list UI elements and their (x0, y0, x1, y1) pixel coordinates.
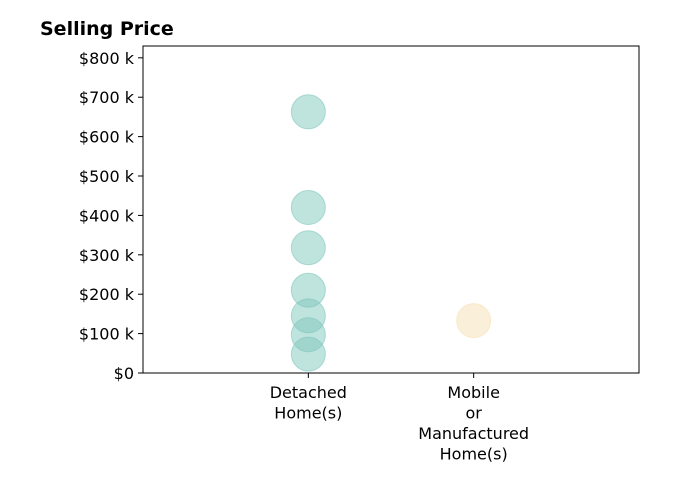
plot-area-frame (142, 45, 640, 374)
x-tick-label-line: Manufactured (418, 424, 529, 443)
x-tick-label: Detached Home(s) (270, 383, 347, 423)
y-tick-label: $800 k (79, 49, 135, 68)
chart-title: Selling Price (40, 18, 174, 40)
x-axis: Detached Home(s) Mobile or Manufactured Home(… (270, 373, 529, 464)
data-points (290, 94, 492, 372)
x-tick-label-line: Detached (270, 383, 347, 402)
data-point (456, 303, 492, 339)
y-tick-label: $400 k (79, 206, 135, 225)
data-point (290, 230, 326, 266)
y-tick-label: $0 (114, 364, 134, 383)
x-tick-label: Mobile or Manufactured Home(s) (418, 383, 529, 464)
x-tick-label-line: or (465, 404, 482, 423)
y-tick-label: $200 k (79, 285, 135, 304)
x-tick-label-line: Home(s) (440, 445, 508, 464)
y-tick-label: $300 k (79, 246, 135, 265)
y-axis: $0 $100 k $200 k $300 k $400 k $500 k $600 k $7… (79, 49, 143, 383)
data-point (290, 336, 326, 372)
data-point (290, 190, 326, 226)
y-tick-label: $500 k (79, 167, 135, 186)
y-tick-label: $700 k (79, 88, 135, 107)
y-tick-label: $100 k (79, 325, 135, 344)
data-point (290, 94, 326, 130)
y-tick-label: $600 k (79, 128, 135, 147)
x-tick-label-line: Mobile (447, 383, 499, 402)
x-tick-label-line: Home(s) (274, 404, 342, 423)
